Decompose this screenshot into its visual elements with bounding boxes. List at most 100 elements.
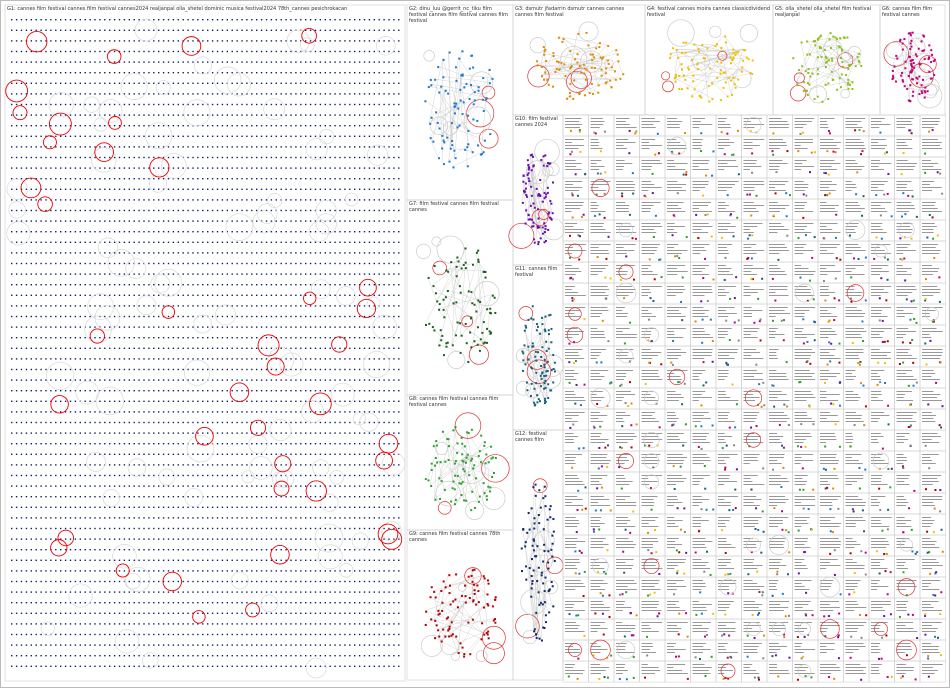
node bbox=[319, 464, 322, 466]
node bbox=[314, 602, 317, 604]
node bbox=[30, 315, 32, 318]
node bbox=[246, 156, 248, 159]
node bbox=[265, 125, 268, 127]
node bbox=[358, 527, 361, 530]
node bbox=[231, 252, 233, 254]
node bbox=[192, 50, 194, 53]
node bbox=[99, 570, 101, 572]
node bbox=[25, 390, 28, 392]
node bbox=[60, 262, 62, 265]
node bbox=[256, 61, 258, 63]
node bbox=[148, 443, 150, 445]
node bbox=[207, 538, 209, 540]
node bbox=[373, 347, 375, 349]
node bbox=[60, 146, 62, 148]
node bbox=[368, 517, 371, 519]
node bbox=[84, 390, 86, 392]
node bbox=[241, 199, 243, 201]
node bbox=[300, 40, 302, 42]
node bbox=[148, 623, 150, 625]
node bbox=[207, 517, 209, 519]
node bbox=[64, 294, 67, 296]
node bbox=[153, 156, 155, 159]
node bbox=[30, 220, 32, 222]
node bbox=[290, 506, 292, 508]
node bbox=[393, 93, 395, 95]
node bbox=[158, 453, 160, 455]
node bbox=[241, 390, 243, 392]
node bbox=[45, 273, 47, 275]
node bbox=[162, 559, 165, 561]
node bbox=[50, 665, 52, 667]
node bbox=[305, 305, 307, 307]
node bbox=[383, 50, 385, 53]
node bbox=[270, 506, 273, 508]
node bbox=[280, 517, 282, 519]
node bbox=[118, 50, 121, 53]
node bbox=[197, 517, 199, 519]
node bbox=[329, 29, 331, 31]
node bbox=[55, 40, 57, 42]
node bbox=[363, 29, 366, 31]
node bbox=[20, 421, 23, 424]
node bbox=[69, 209, 72, 212]
node bbox=[280, 93, 282, 95]
node bbox=[324, 209, 326, 212]
node bbox=[383, 252, 385, 254]
node bbox=[15, 315, 18, 318]
node bbox=[187, 114, 189, 116]
node bbox=[260, 294, 263, 296]
node bbox=[280, 241, 282, 243]
node bbox=[246, 517, 248, 519]
node bbox=[290, 262, 292, 265]
node bbox=[192, 644, 194, 646]
node bbox=[393, 368, 395, 371]
node bbox=[275, 612, 277, 614]
node bbox=[378, 623, 380, 625]
node bbox=[143, 358, 145, 360]
node bbox=[162, 135, 165, 137]
node bbox=[25, 294, 28, 296]
node bbox=[300, 411, 302, 413]
node bbox=[118, 612, 121, 614]
node bbox=[309, 390, 312, 392]
node bbox=[226, 273, 228, 275]
node bbox=[256, 103, 258, 106]
node bbox=[358, 453, 361, 455]
node bbox=[79, 506, 81, 508]
node bbox=[373, 252, 375, 254]
node bbox=[270, 421, 273, 424]
node bbox=[133, 570, 135, 572]
node bbox=[153, 655, 155, 657]
node bbox=[260, 453, 263, 455]
node bbox=[358, 114, 361, 116]
node bbox=[280, 655, 282, 657]
node bbox=[339, 612, 341, 614]
node bbox=[329, 602, 331, 604]
node bbox=[354, 199, 356, 201]
node bbox=[20, 485, 23, 487]
node bbox=[265, 358, 268, 360]
node bbox=[393, 220, 395, 222]
node bbox=[94, 602, 96, 604]
node bbox=[64, 40, 67, 42]
node bbox=[285, 114, 287, 116]
node bbox=[64, 421, 67, 424]
node bbox=[84, 623, 86, 625]
node bbox=[69, 252, 72, 254]
node bbox=[290, 538, 292, 540]
node bbox=[30, 284, 32, 286]
node bbox=[104, 400, 106, 402]
node bbox=[236, 305, 238, 307]
node bbox=[221, 305, 224, 307]
node bbox=[158, 570, 160, 572]
node bbox=[383, 199, 385, 201]
node bbox=[192, 19, 194, 21]
node bbox=[368, 199, 371, 201]
node bbox=[363, 72, 366, 74]
node bbox=[64, 633, 67, 636]
node bbox=[363, 167, 366, 169]
node bbox=[45, 644, 47, 646]
node bbox=[158, 93, 160, 95]
node bbox=[138, 50, 140, 53]
